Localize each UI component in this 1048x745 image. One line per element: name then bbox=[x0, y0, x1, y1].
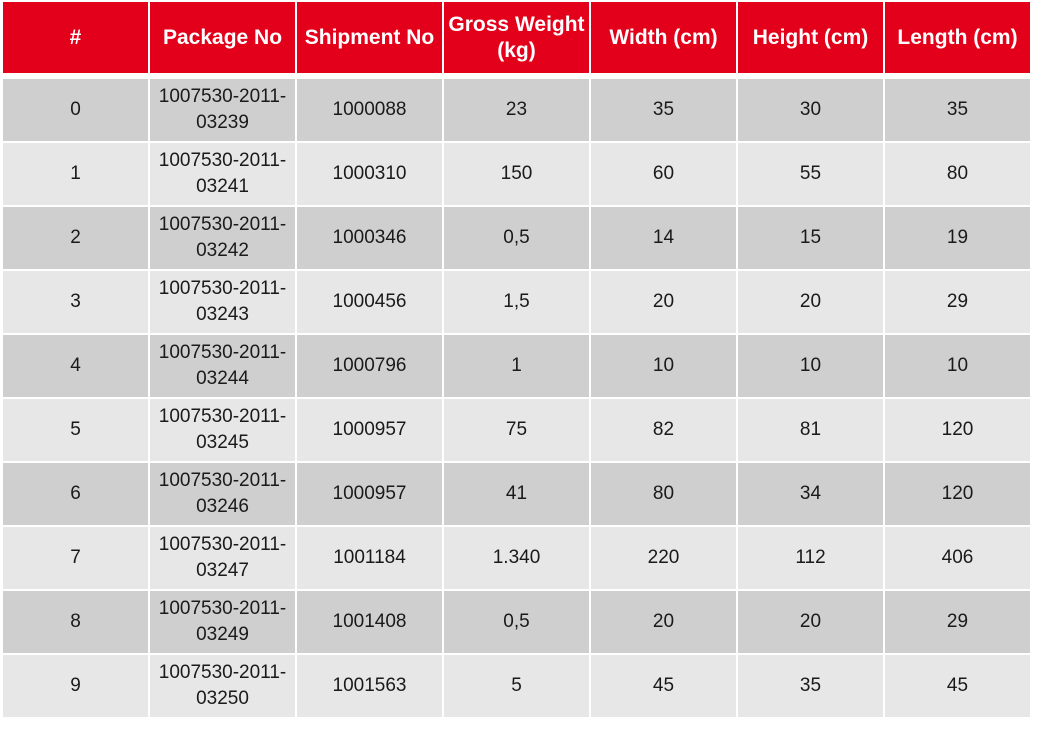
cell-package-no: 1007530-2011-03247 bbox=[150, 527, 295, 589]
cell-index: 8 bbox=[3, 591, 148, 653]
cell-shipment-no: 1000310 bbox=[297, 143, 442, 205]
cell-index: 1 bbox=[3, 143, 148, 205]
cell-shipment-no: 1000088 bbox=[297, 79, 442, 141]
cell-length: 406 bbox=[885, 527, 1030, 589]
cell-height: 55 bbox=[738, 143, 883, 205]
cell-shipment-no: 1000957 bbox=[297, 463, 442, 525]
cell-length: 10 bbox=[885, 335, 1030, 397]
package-table: # Package No Shipment No Gross Weight (k… bbox=[1, 0, 1032, 719]
cell-length: 120 bbox=[885, 463, 1030, 525]
cell-index: 5 bbox=[3, 399, 148, 461]
table-row: 9 1007530-2011-03250 1001563 5 45 35 45 bbox=[3, 655, 1030, 717]
cell-index: 7 bbox=[3, 527, 148, 589]
cell-length: 35 bbox=[885, 79, 1030, 141]
cell-gross-weight: 1,5 bbox=[444, 271, 589, 333]
header-width: Width (cm) bbox=[591, 2, 736, 77]
cell-index: 0 bbox=[3, 79, 148, 141]
cell-height: 34 bbox=[738, 463, 883, 525]
cell-width: 20 bbox=[591, 271, 736, 333]
cell-length: 120 bbox=[885, 399, 1030, 461]
cell-width: 60 bbox=[591, 143, 736, 205]
cell-length: 19 bbox=[885, 207, 1030, 269]
cell-index: 9 bbox=[3, 655, 148, 717]
cell-length: 80 bbox=[885, 143, 1030, 205]
cell-shipment-no: 1000796 bbox=[297, 335, 442, 397]
header-height: Height (cm) bbox=[738, 2, 883, 77]
cell-gross-weight: 0,5 bbox=[444, 591, 589, 653]
cell-length: 29 bbox=[885, 591, 1030, 653]
table-row: 0 1007530-2011-03239 1000088 23 35 30 35 bbox=[3, 79, 1030, 141]
cell-shipment-no: 1001563 bbox=[297, 655, 442, 717]
cell-height: 20 bbox=[738, 591, 883, 653]
cell-height: 20 bbox=[738, 271, 883, 333]
cell-width: 45 bbox=[591, 655, 736, 717]
cell-gross-weight: 41 bbox=[444, 463, 589, 525]
table-row: 1 1007530-2011-03241 1000310 150 60 55 8… bbox=[3, 143, 1030, 205]
cell-gross-weight: 75 bbox=[444, 399, 589, 461]
cell-width: 35 bbox=[591, 79, 736, 141]
table-row: 4 1007530-2011-03244 1000796 1 10 10 10 bbox=[3, 335, 1030, 397]
table-header: # Package No Shipment No Gross Weight (k… bbox=[3, 2, 1030, 77]
cell-width: 10 bbox=[591, 335, 736, 397]
cell-height: 81 bbox=[738, 399, 883, 461]
header-shipment-no: Shipment No bbox=[297, 2, 442, 77]
header-row: # Package No Shipment No Gross Weight (k… bbox=[3, 2, 1030, 77]
header-length: Length (cm) bbox=[885, 2, 1030, 77]
cell-width: 14 bbox=[591, 207, 736, 269]
cell-height: 15 bbox=[738, 207, 883, 269]
cell-shipment-no: 1000957 bbox=[297, 399, 442, 461]
cell-gross-weight: 1.340 bbox=[444, 527, 589, 589]
cell-length: 29 bbox=[885, 271, 1030, 333]
cell-index: 3 bbox=[3, 271, 148, 333]
cell-gross-weight: 23 bbox=[444, 79, 589, 141]
table-body: 0 1007530-2011-03239 1000088 23 35 30 35… bbox=[3, 79, 1030, 717]
cell-width: 82 bbox=[591, 399, 736, 461]
cell-height: 112 bbox=[738, 527, 883, 589]
cell-package-no: 1007530-2011-03244 bbox=[150, 335, 295, 397]
cell-shipment-no: 1000456 bbox=[297, 271, 442, 333]
cell-package-no: 1007530-2011-03246 bbox=[150, 463, 295, 525]
cell-package-no: 1007530-2011-03245 bbox=[150, 399, 295, 461]
cell-package-no: 1007530-2011-03249 bbox=[150, 591, 295, 653]
cell-height: 35 bbox=[738, 655, 883, 717]
cell-package-no: 1007530-2011-03242 bbox=[150, 207, 295, 269]
cell-index: 6 bbox=[3, 463, 148, 525]
cell-gross-weight: 1 bbox=[444, 335, 589, 397]
cell-width: 220 bbox=[591, 527, 736, 589]
table-row: 8 1007530-2011-03249 1001408 0,5 20 20 2… bbox=[3, 591, 1030, 653]
table-row: 5 1007530-2011-03245 1000957 75 82 81 12… bbox=[3, 399, 1030, 461]
cell-height: 10 bbox=[738, 335, 883, 397]
cell-width: 80 bbox=[591, 463, 736, 525]
cell-index: 2 bbox=[3, 207, 148, 269]
cell-shipment-no: 1001408 bbox=[297, 591, 442, 653]
cell-width: 20 bbox=[591, 591, 736, 653]
header-gross-weight: Gross Weight (kg) bbox=[444, 2, 589, 77]
cell-length: 45 bbox=[885, 655, 1030, 717]
cell-index: 4 bbox=[3, 335, 148, 397]
cell-gross-weight: 0,5 bbox=[444, 207, 589, 269]
cell-package-no: 1007530-2011-03250 bbox=[150, 655, 295, 717]
header-package-no: Package No bbox=[150, 2, 295, 77]
cell-shipment-no: 1001184 bbox=[297, 527, 442, 589]
table-row: 2 1007530-2011-03242 1000346 0,5 14 15 1… bbox=[3, 207, 1030, 269]
cell-package-no: 1007530-2011-03239 bbox=[150, 79, 295, 141]
cell-height: 30 bbox=[738, 79, 883, 141]
cell-package-no: 1007530-2011-03243 bbox=[150, 271, 295, 333]
table-row: 6 1007530-2011-03246 1000957 41 80 34 12… bbox=[3, 463, 1030, 525]
cell-gross-weight: 5 bbox=[444, 655, 589, 717]
cell-package-no: 1007530-2011-03241 bbox=[150, 143, 295, 205]
cell-gross-weight: 150 bbox=[444, 143, 589, 205]
cell-shipment-no: 1000346 bbox=[297, 207, 442, 269]
table-row: 7 1007530-2011-03247 1001184 1.340 220 1… bbox=[3, 527, 1030, 589]
table-row: 3 1007530-2011-03243 1000456 1,5 20 20 2… bbox=[3, 271, 1030, 333]
header-index: # bbox=[3, 2, 148, 77]
